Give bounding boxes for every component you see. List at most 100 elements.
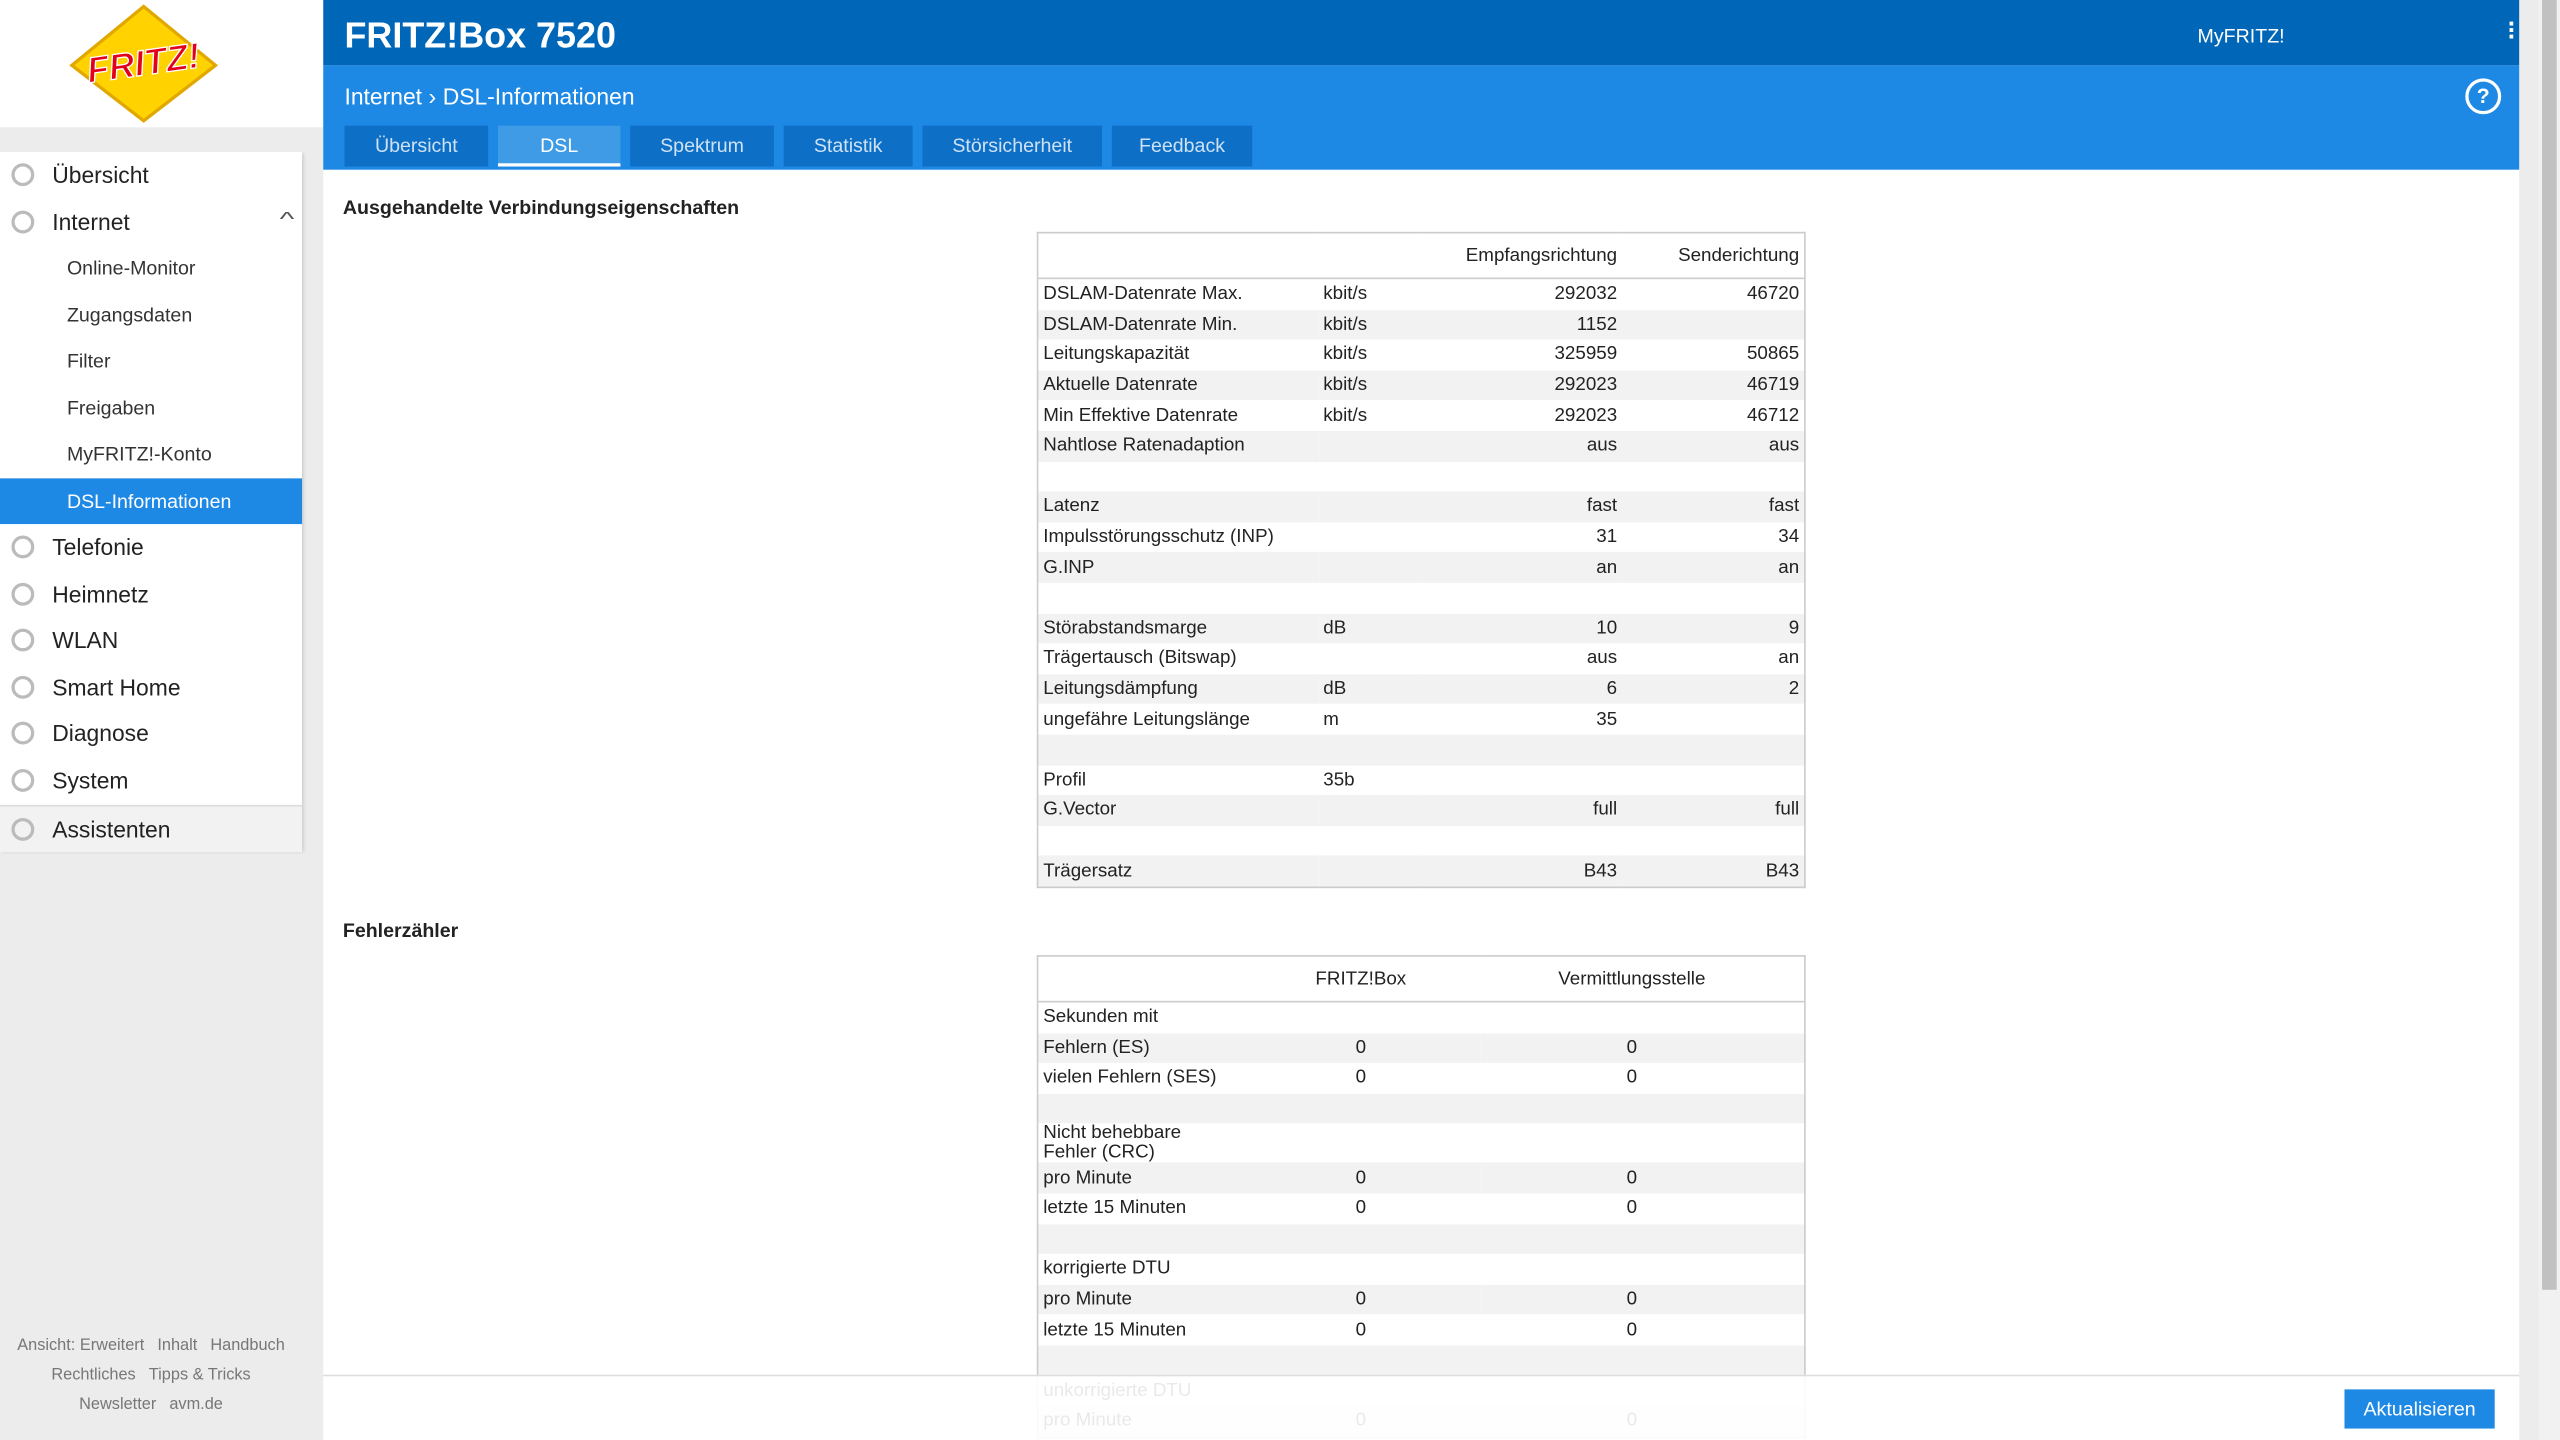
unit [1318,795,1419,825]
value: 9 [1788,618,1800,639]
value [1480,1124,1784,1163]
footer-link[interactable]: Newsletter [79,1395,157,1414]
footer-link[interactable]: Inhalt [157,1337,198,1356]
tab[interactable]: Übersicht [344,125,489,167]
content: Ausgehandelte Verbindungseigenschaften Em… [323,169,2520,1440]
value: B43 [1765,861,1800,881]
row: Profil 35b [1038,765,1805,795]
tab[interactable]: Störsicherheit [922,125,1103,167]
cell [1784,1254,1805,1284]
value: aus [1768,436,1800,456]
help-icon[interactable]: ? [2465,78,2502,115]
myfritz-link[interactable]: MyFRITZ! [2197,24,2285,48]
crumb-item[interactable]: DSL-Informationen [442,83,635,110]
nav-item[interactable]: Assistenten [0,804,303,853]
footer-row: Rechtliches Tipps & Tricks [0,1367,302,1385]
nav-label: Heimnetz [52,580,149,607]
nav-item[interactable]: Übersicht [0,152,302,198]
row-label: DSLAM-Datenrate Min. [1043,314,1238,335]
menu-dots[interactable]: · · · [2507,11,2517,53]
footer-link[interactable]: Handbuch [210,1337,285,1356]
cell [1038,826,1805,856]
header-row: Empfangsrichtung Senderichtung [1037,232,1805,280]
row-label: Leitungskapazität [1043,345,1190,365]
sidebar: Übersicht Internet ^ Online-Monitor Zugangsd… [0,151,303,853]
tab[interactable]: DSL [497,125,621,167]
row: vielen Fehlern (SES) 0 0 [1038,1063,1805,1093]
row: Trägersatz B43 B43 [1037,855,1805,888]
cell [1784,1033,1805,1063]
nav-item[interactable]: Telefonie [0,524,302,570]
nav-icon [11,628,35,652]
logo-area: FRITZ! [0,0,324,128]
nav-label: Diagnose [52,719,149,747]
value: 0 [1355,1198,1367,1219]
section-title: Ausgehandelte Verbindungseigenschaften [342,195,740,219]
row: Min Effektive Datenrate kbit/s 292023 46712 [1038,401,1805,431]
sub-bar: Internet › DSL-Informationen ? Übersicht DS… [323,65,2520,170]
bottom-bar: Aktualisieren [323,1374,2520,1440]
cell [1784,1124,1805,1163]
nav-label: Telefonie [52,533,144,560]
row-label: Profil [1043,770,1087,790]
cell [1784,1063,1805,1093]
nav-subitem[interactable]: Zugangsdaten [66,302,193,326]
row-label: Leitungsdämpfung [1043,679,1198,699]
nav-subitem[interactable]: MyFRITZ!-Konto [66,442,212,466]
unit [1318,522,1419,552]
nav-label: Internet [52,208,130,235]
nav-subitem[interactable]: Online-Monitor [66,256,196,280]
nav-label: System [52,766,129,793]
tab[interactable]: Spektrum [630,125,774,167]
value: full [1593,800,1618,821]
value: aus [1586,648,1618,669]
footer-link[interactable]: Rechtliches [51,1366,136,1385]
header-cell: FRITZ!Box [1241,955,1480,1003]
row: letzte 15 Minuten 0 0 [1038,1315,1805,1345]
nav-subitem[interactable]: Freigaben [66,395,156,419]
value: 0 [1355,1068,1367,1089]
value: aus [1586,436,1618,456]
unit [1318,431,1419,461]
row: Nahtlose Ratenadaption aus aus [1037,430,1805,462]
row-label: DSLAM-Datenrate Max. [1043,284,1243,305]
nav-item[interactable]: WLAN [0,617,302,663]
footer-link[interactable]: avm.de [169,1395,223,1414]
nav-item[interactable]: Smart Home [0,664,302,710]
value [1622,765,1805,795]
tab[interactable]: Statistik [783,125,913,167]
refresh-button[interactable]: Aktualisieren [2344,1389,2495,1429]
value: fast [1768,497,1800,517]
row: korrigierte DTU [1038,1254,1805,1284]
nav-item[interactable]: Diagnose [0,710,302,756]
unit [1318,856,1419,887]
nav-item[interactable]: System [0,757,302,803]
row: Leitungsdämpfung dB 6 2 [1037,673,1805,705]
scroll-thumb[interactable] [2542,0,2557,1290]
header-row: FRITZ!Box Vermittlungsstelle [1037,955,1805,1003]
row-label: Störabstandsmarge [1043,618,1208,639]
nav-subitem[interactable]: DSL-Informationen [0,477,303,524]
spacer-row [1037,1223,1805,1255]
nav-item[interactable]: Heimnetz [0,571,302,617]
value: an [1778,648,1800,669]
footer-link[interactable]: Ansicht: Erweitert [17,1337,145,1356]
nav-subitem[interactable]: Filter [66,349,111,373]
row-label: G.INP [1043,557,1095,578]
value: 0 [1355,1168,1367,1189]
tab[interactable]: Feedback [1111,125,1253,167]
footer-row: Newsletter avm.de [0,1396,302,1414]
nav-item[interactable]: Internet ^ [0,198,302,244]
crumb-sep: › [428,83,437,110]
row-label: ungefähre Leitungslänge [1043,709,1250,730]
value: 0 [1355,1289,1367,1310]
crumb-item[interactable]: Internet [344,83,423,110]
cell [1784,1284,1805,1314]
value: 0 [1355,1038,1367,1058]
value: 325959 [1554,345,1618,365]
nav-icon [11,535,35,559]
header-cell [1318,232,1420,280]
footer-link[interactable]: Tipps & Tricks [148,1366,251,1385]
value: 2 [1788,679,1800,699]
